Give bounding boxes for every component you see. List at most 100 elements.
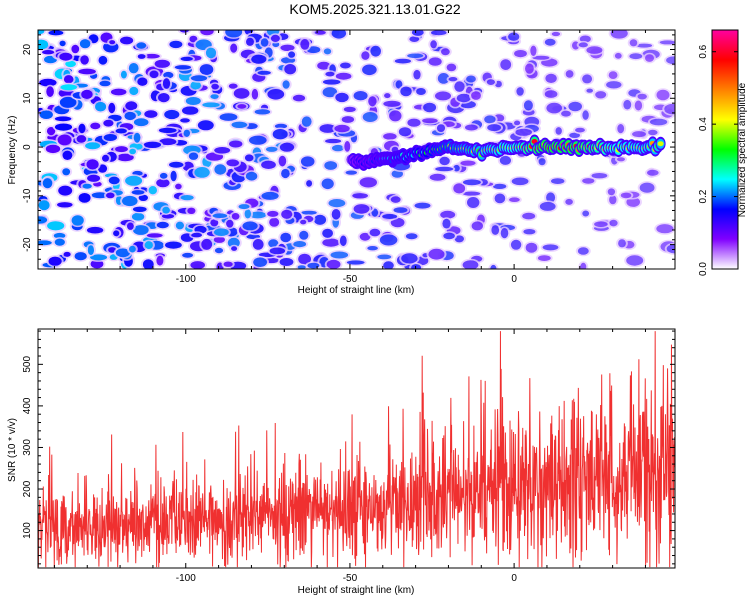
spectrogram-cell <box>538 158 546 166</box>
spectrogram-cell <box>586 88 593 93</box>
snr-x-axis-label: Height of straight line (km) <box>298 585 415 596</box>
spectrogram-cell <box>346 260 365 265</box>
spectrogram-cell <box>91 192 109 199</box>
spectrogram-cell <box>339 235 347 247</box>
spectrogram-cell <box>63 251 71 257</box>
spectrogram-x-tick-label: 0 <box>511 274 517 285</box>
spectrogram-cell <box>492 183 507 189</box>
snr-x-tick-label: -50 <box>343 573 358 584</box>
spectrogram-cell <box>226 219 234 228</box>
spectrogram-cell <box>120 70 127 79</box>
spectrogram-cell <box>330 251 349 259</box>
spectrogram-cell <box>545 73 557 83</box>
spectrogram-cell <box>508 32 520 41</box>
spectrogram-cell <box>146 233 163 238</box>
spectrogram-cell <box>39 78 57 87</box>
spectrogram-cell <box>317 61 331 70</box>
spectrogram-cell <box>582 110 589 120</box>
spectrogram-cell <box>379 234 398 246</box>
spectrogram-cell <box>272 129 288 140</box>
spectrogram-cell <box>113 230 120 237</box>
spectrogram-cell <box>523 100 533 111</box>
spectrogram-cell <box>190 261 205 269</box>
spectrogram-cell <box>231 213 240 220</box>
spectrogram-cell <box>359 232 371 241</box>
spectrogram-cell <box>659 40 675 45</box>
spectrogram-cell <box>579 35 591 43</box>
spectrogram-cell <box>200 30 214 36</box>
spectrogram-cell <box>632 131 646 138</box>
spectrogram-cell <box>249 211 267 219</box>
spectrogram-cell <box>340 62 351 69</box>
spectrogram-cell <box>188 152 199 160</box>
spectrogram-cell <box>494 193 506 204</box>
spectrogram-cell <box>288 51 296 58</box>
spectrogram-cell <box>409 36 420 42</box>
spectrogram-cell <box>608 71 618 79</box>
spectrogram-cell <box>322 228 333 238</box>
spectrogram-cell <box>395 80 403 89</box>
spectrogram-cell <box>292 94 306 102</box>
spectrogram-cell <box>143 141 162 148</box>
spectrogram-cell <box>390 217 405 228</box>
spectrogram-cell <box>324 161 338 170</box>
spectrogram-cell <box>149 70 159 79</box>
spectrogram-cell <box>331 209 341 220</box>
spectrogram-cell <box>647 129 658 136</box>
colorbar-tick-label: 0.0 <box>698 262 709 276</box>
spectrogram-cell <box>210 94 219 99</box>
spectrogram-cell <box>125 175 143 186</box>
spectrogram-cell <box>38 30 45 35</box>
spectrogram-cell <box>377 254 392 260</box>
spectrogram-cell <box>334 124 350 133</box>
spectrogram-cells <box>38 30 675 269</box>
spectrogram-cell <box>279 258 294 266</box>
spectrogram-cell <box>190 75 208 82</box>
spectrogram-cell <box>362 64 377 76</box>
spectrogram-cell <box>81 89 93 99</box>
spectrogram-cell <box>325 71 335 77</box>
spectrogram-cell <box>103 134 117 141</box>
spectrogram-cell <box>656 224 674 234</box>
spectrogram-cell <box>460 160 476 166</box>
spectrogram-cell <box>78 123 86 134</box>
spectrogram-cell <box>383 133 397 140</box>
spectrogram-cell <box>343 106 356 112</box>
spectrogram-cell <box>656 89 670 101</box>
spectrogram-cell <box>62 150 73 160</box>
spectrogram-cell <box>510 239 522 250</box>
spectrogram-cell <box>637 93 647 100</box>
spectrogram-cell <box>328 199 346 208</box>
spectrogram-cell <box>279 142 295 152</box>
spectrogram-cell <box>454 81 465 92</box>
spectrogram-cell <box>345 170 358 175</box>
spectrogram-cell <box>416 88 426 95</box>
spectrogram-cell <box>233 88 250 99</box>
spectrogram-cell <box>227 237 240 248</box>
spectrogram-cell <box>162 78 171 89</box>
spectrogram-cell <box>48 256 62 266</box>
spectrogram-cell <box>500 59 512 70</box>
spectrogram-cell <box>46 86 54 97</box>
spectrogram-cell <box>165 241 182 249</box>
spectrogram-cell <box>435 91 451 101</box>
spectrogram-cell <box>211 83 219 90</box>
spectrogram-cell <box>159 172 168 179</box>
spectrogram-cell <box>326 259 341 269</box>
spectrogram-cell <box>42 50 55 55</box>
spectrogram-cell <box>591 173 608 179</box>
spectrogram-cell <box>617 157 625 162</box>
spectrogram-frame <box>37 29 676 270</box>
spectrogram-cell <box>435 166 454 172</box>
spectrogram-cell <box>60 84 77 91</box>
spectrogram-cell <box>490 264 497 269</box>
spectrogram-cell <box>515 128 532 136</box>
spectrogram-cell <box>280 44 295 51</box>
spectrogram-cell <box>430 40 437 49</box>
spectrogram-cell <box>322 79 341 85</box>
spectrogram-cell <box>57 202 73 208</box>
spectrogram-cell <box>214 164 227 175</box>
spectrogram-cell <box>486 79 495 85</box>
spectrogram-cell <box>179 30 189 33</box>
spectrogram-cell <box>544 38 556 46</box>
